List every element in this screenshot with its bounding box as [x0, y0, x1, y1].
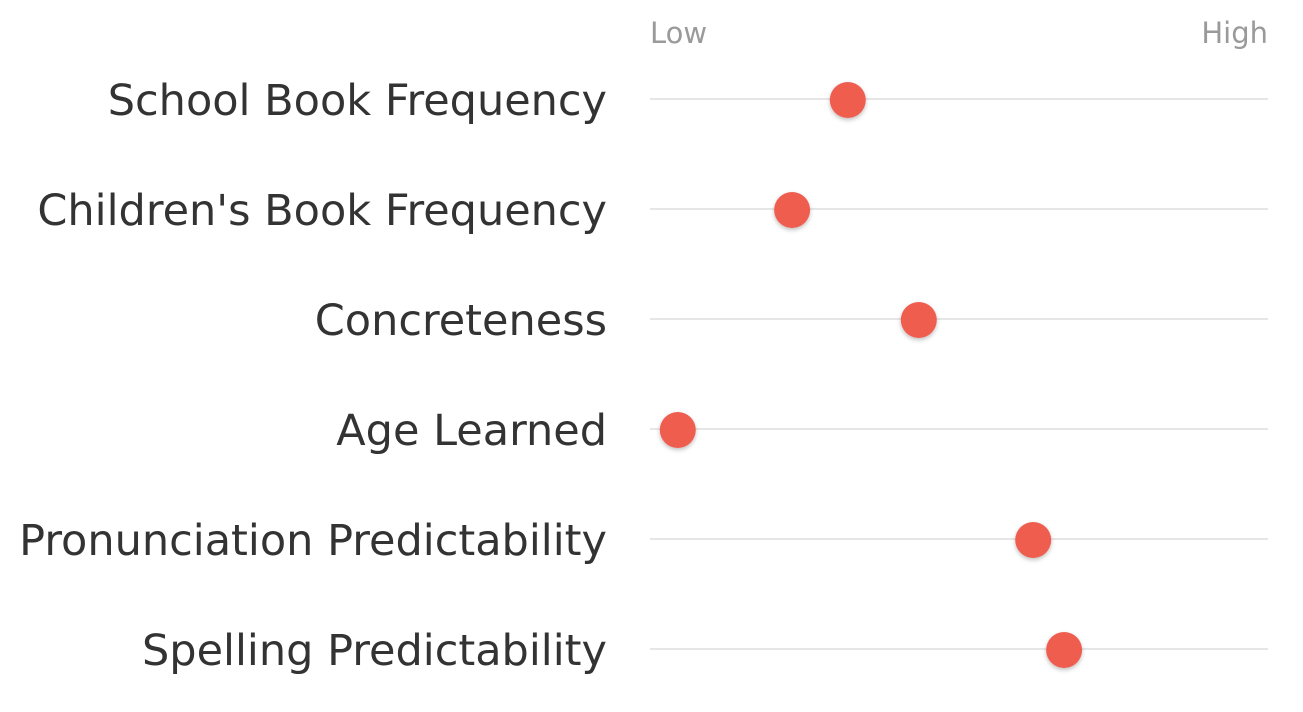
data-point [900, 302, 937, 338]
chart-row: Spelling Predictability [142, 626, 1268, 676]
chart-row: Concreteness [315, 296, 1268, 346]
category-label: Pronunciation Predictability [19, 516, 607, 566]
chart-row: Pronunciation Predictability [19, 516, 1268, 566]
category-label: Age Learned [336, 406, 607, 456]
data-point [774, 192, 811, 228]
chart-rows: School Book Frequency Children's Book Fre… [19, 76, 1268, 676]
data-point [1015, 522, 1052, 558]
category-label: Concreteness [315, 296, 607, 346]
chart-row: Children's Book Frequency [37, 186, 1268, 236]
data-point [829, 82, 866, 118]
data-point [659, 412, 696, 448]
category-label: Children's Book Frequency [37, 186, 607, 236]
category-label: School Book Frequency [108, 76, 607, 126]
chart-row: School Book Frequency [108, 76, 1268, 126]
chart-row: Age Learned [336, 406, 1268, 456]
scale-high-label: High [1201, 16, 1268, 50]
data-point [1046, 632, 1083, 668]
category-label: Spelling Predictability [142, 626, 607, 676]
scale-low-label: Low [650, 16, 707, 50]
